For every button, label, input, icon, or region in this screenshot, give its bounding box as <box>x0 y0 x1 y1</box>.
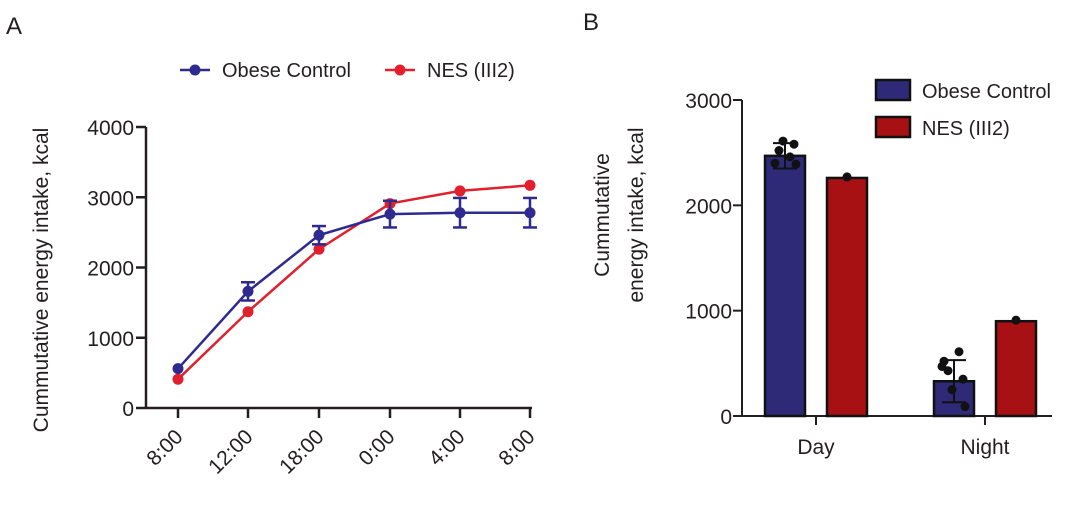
legend-swatch-b <box>874 78 912 102</box>
individual-point-b <box>778 136 788 146</box>
data-point-a <box>172 363 184 375</box>
legend-a: Obese Control NES (III2) <box>180 60 515 82</box>
x-tick-label-a: 8:00 <box>142 425 187 470</box>
data-point-a <box>524 207 536 219</box>
bar-obese-control <box>763 154 807 418</box>
y-axis-label-b-line1: Cummutative <box>591 153 614 277</box>
bars-b <box>763 136 1038 418</box>
y-tick-label-a: 4000 <box>87 117 134 140</box>
x-tick-label-b: Day <box>797 436 835 459</box>
data-point-a <box>384 208 396 220</box>
legend-label-b: Obese Control <box>922 81 1051 103</box>
axes-b: 0 1000 2000 3000 Day Night <box>685 90 1052 459</box>
x-tick-label-a: 4:00 <box>424 425 469 470</box>
x-tick-label-a: 12:00 <box>204 425 257 478</box>
individual-point-b <box>1011 315 1021 325</box>
legend-label-a: NES (III2) <box>427 60 515 82</box>
legend-marker-a <box>394 64 406 76</box>
individual-point-b <box>770 158 780 168</box>
data-point-a <box>313 243 325 255</box>
y-axis-label-a: Cummutative energy intake, kcal <box>30 128 53 433</box>
y-tick-label-a: 2000 <box>87 258 134 281</box>
legend-b: Obese Control NES (III2) <box>874 78 1051 140</box>
individual-point-b <box>947 385 957 395</box>
x-tick-label-a: 8:00 <box>494 425 539 470</box>
y-axis-label-b-line2: energy intake, kcal <box>625 127 648 302</box>
panel-a-label: A <box>6 13 22 40</box>
individual-point-b <box>937 361 947 371</box>
individual-point-b <box>774 146 784 156</box>
series-line-obese-control <box>177 211 530 370</box>
axes-a: 0 1000 2000 3000 4000 8:00 12:00 18:00 0:00 4:00 8… <box>87 117 539 479</box>
x-tick-label-a: 0:00 <box>354 425 399 470</box>
panel-b-label: B <box>583 9 599 36</box>
line-chart-a: Obese Control NES (III2) 0 1000 2000 3000 400… <box>30 60 540 479</box>
legend-swatch-b <box>874 115 912 139</box>
data-point-a <box>454 207 466 219</box>
y-tick-label-b: 1000 <box>685 301 732 324</box>
data-point-a <box>242 306 254 318</box>
data-point-a <box>172 373 184 385</box>
series-a <box>172 179 537 385</box>
y-tick-label-b: 2000 <box>685 195 732 218</box>
bar-nes <box>825 176 869 418</box>
y-tick-label-b: 0 <box>720 406 732 429</box>
individual-point-b <box>954 347 964 357</box>
individual-point-b <box>958 374 968 384</box>
legend-label-a: Obese Control <box>222 60 351 82</box>
data-point-a <box>313 229 325 241</box>
data-point-a <box>524 179 536 191</box>
legend-marker-a <box>189 64 201 76</box>
y-tick-label-b: 3000 <box>685 90 732 113</box>
legend-label-b: NES (III2) <box>922 118 1010 140</box>
y-tick-label-a: 0 <box>122 398 134 421</box>
x-tick-label-a: 18:00 <box>275 425 328 478</box>
individual-point-b <box>791 159 801 169</box>
y-tick-label-a: 3000 <box>87 187 134 210</box>
data-point-a <box>454 185 466 197</box>
bar-nes <box>994 319 1038 418</box>
bar-chart-b: Obese Control NES (III2) 0 1000 2000 3000 Day… <box>591 78 1052 459</box>
data-point-a <box>242 285 254 297</box>
individual-point-b <box>960 402 970 412</box>
series-line-nes <box>177 184 531 381</box>
individual-point-b <box>785 152 795 162</box>
y-tick-label-a: 1000 <box>87 328 134 351</box>
individual-point-b <box>789 139 799 149</box>
individual-point-b <box>842 172 852 182</box>
x-tick-label-b: Night <box>960 436 1009 459</box>
